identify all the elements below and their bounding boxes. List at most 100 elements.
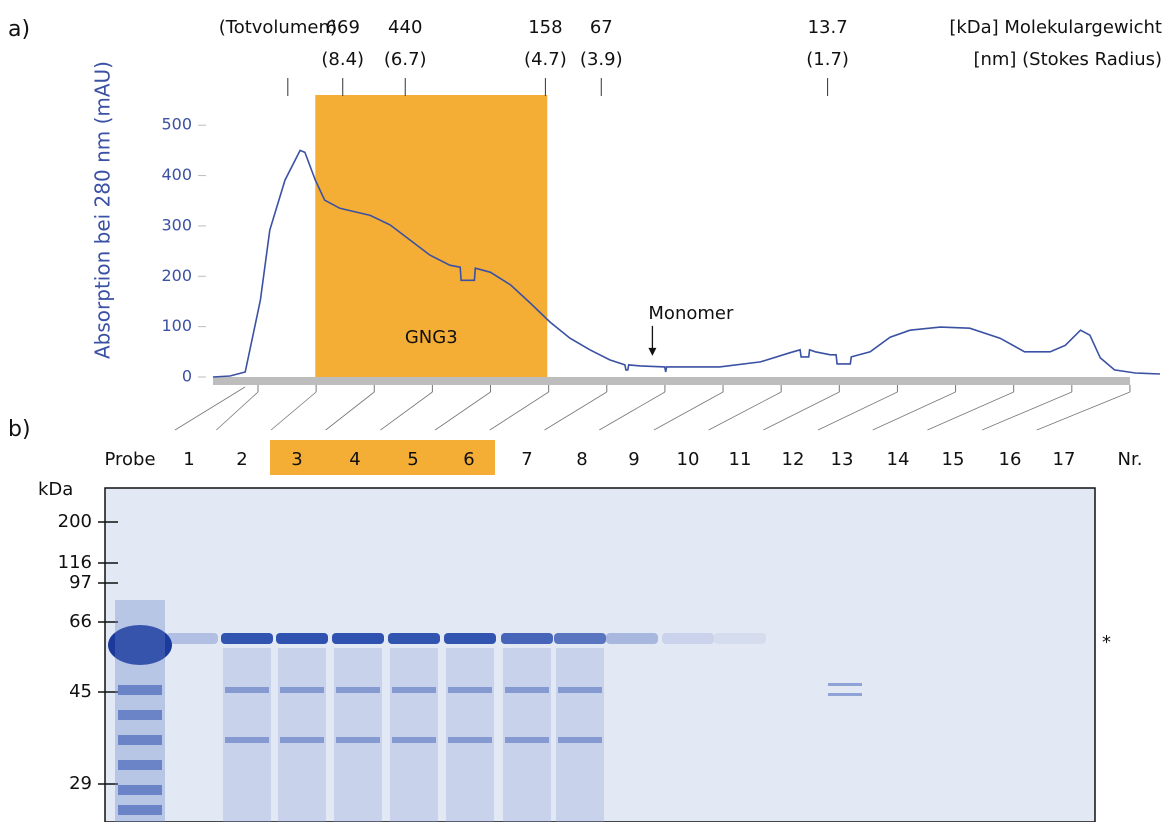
- gel-annotation: *: [1102, 632, 1111, 653]
- gel-y-label: kDa: [38, 479, 73, 500]
- fraction-connector: [326, 392, 375, 430]
- gel-band: [225, 687, 269, 693]
- fraction-connector: [175, 387, 245, 430]
- lane-label: 8: [576, 449, 587, 470]
- top-axis-title: [nm] (Stokes Radius): [973, 49, 1162, 70]
- gel-smear: [556, 648, 604, 822]
- lane-label: 1: [183, 449, 194, 470]
- gel-band: [558, 687, 602, 693]
- lane-label: 17: [1053, 449, 1076, 470]
- gel-smear: [334, 648, 382, 822]
- fraction-connector: [1037, 392, 1130, 430]
- gel-band: [714, 633, 766, 644]
- gel-band: [554, 633, 606, 644]
- lane-label: 13: [831, 449, 854, 470]
- gel-band: [448, 737, 492, 743]
- lane-label: 15: [942, 449, 965, 470]
- fraction-connector: [982, 392, 1072, 430]
- gel-smear: [223, 648, 271, 822]
- fraction-connector: [435, 392, 490, 430]
- gel-band: [558, 737, 602, 743]
- annotation: Monomer: [648, 303, 734, 324]
- gel-smear: [115, 600, 165, 822]
- gel-band: [606, 633, 658, 644]
- gel-band: [828, 683, 862, 686]
- fraction-bar: [213, 377, 1130, 385]
- gel-band: [505, 737, 549, 743]
- top-axis-kda: 13.7: [808, 17, 848, 38]
- panel-label: b): [8, 417, 31, 442]
- top-axis-radius: (6.7): [384, 49, 427, 70]
- gel-smear: [446, 648, 494, 822]
- gel-tick-label: 200: [58, 511, 92, 532]
- fraction-connector: [380, 392, 432, 430]
- gel-band: [448, 687, 492, 693]
- y-tick-label: 200: [161, 266, 192, 285]
- fraction-connector: [599, 392, 665, 430]
- fraction-connector: [271, 392, 316, 430]
- lane-label: 14: [887, 449, 910, 470]
- highlight-label: GNG3: [405, 327, 458, 348]
- top-axis-kda: 669: [326, 17, 360, 38]
- y-tick-label: 100: [161, 316, 192, 335]
- gel-band: [662, 633, 714, 644]
- gel-band: [280, 737, 324, 743]
- fraction-connector: [545, 392, 607, 430]
- y-axis-label: Absorption bei 280 nm (mAU): [91, 61, 115, 359]
- top-axis-radius: (3.9): [580, 49, 623, 70]
- top-axis-radius: (8.4): [321, 49, 364, 70]
- top-axis-kda: 440: [388, 17, 422, 38]
- gel-band: [221, 633, 273, 644]
- lane-label: 3: [291, 449, 302, 470]
- lane-label: Nr.: [1118, 449, 1143, 470]
- gel-band: [392, 737, 436, 743]
- fraction-connector: [490, 392, 549, 430]
- gel-smear: [503, 648, 551, 822]
- top-axis-label: (Totvolumen): [219, 17, 337, 38]
- fraction-connector: [927, 392, 1013, 430]
- gel-smear: [390, 648, 438, 822]
- lane-label: Probe: [104, 449, 155, 470]
- gel-tick-label: 29: [69, 773, 92, 794]
- panel-label: a): [8, 17, 30, 42]
- lane-label: 12: [782, 449, 805, 470]
- fraction-connector: [654, 392, 723, 430]
- gel-band: [332, 633, 384, 644]
- lane-label: 16: [999, 449, 1022, 470]
- gel-tick-label: 97: [69, 572, 92, 593]
- figure: a) b) Absorption bei 280 nm (mAU) kDa * …: [0, 0, 1170, 822]
- fraction-connector: [216, 392, 258, 430]
- gel-tick-label: 45: [69, 681, 92, 702]
- top-axis-kda: 67: [590, 17, 613, 38]
- gel-band: [501, 633, 553, 644]
- gel-band: [388, 633, 440, 644]
- y-tick-label: 0: [182, 367, 192, 386]
- lane-label: 9: [628, 449, 639, 470]
- gel-band: [505, 687, 549, 693]
- lane-label: 11: [729, 449, 752, 470]
- fraction-connector: [709, 392, 782, 430]
- gel-smear: [278, 648, 326, 822]
- lane-label: 5: [407, 449, 418, 470]
- top-axis-radius: (4.7): [524, 49, 567, 70]
- gel-band: [828, 693, 862, 696]
- y-tick-label: 500: [161, 115, 192, 134]
- gel-band: [280, 687, 324, 693]
- top-axis-title: [kDa] Molekulargewicht: [949, 17, 1162, 38]
- gel-band: [336, 687, 380, 693]
- gel-tick-label: 116: [58, 552, 92, 573]
- gel-band: [276, 633, 328, 644]
- gel-band: [166, 633, 218, 644]
- gel-band: [444, 633, 496, 644]
- lane-label: 4: [349, 449, 360, 470]
- lane-label: 10: [677, 449, 700, 470]
- gel-band: [392, 687, 436, 693]
- gel-band: [225, 737, 269, 743]
- top-axis-kda: 158: [528, 17, 562, 38]
- lane-highlight: [270, 440, 495, 475]
- fraction-connector: [763, 392, 839, 430]
- y-tick-label: 300: [161, 215, 192, 234]
- top-axis-radius: (1.7): [806, 49, 849, 70]
- lane-label: 6: [463, 449, 474, 470]
- gel-band: [336, 737, 380, 743]
